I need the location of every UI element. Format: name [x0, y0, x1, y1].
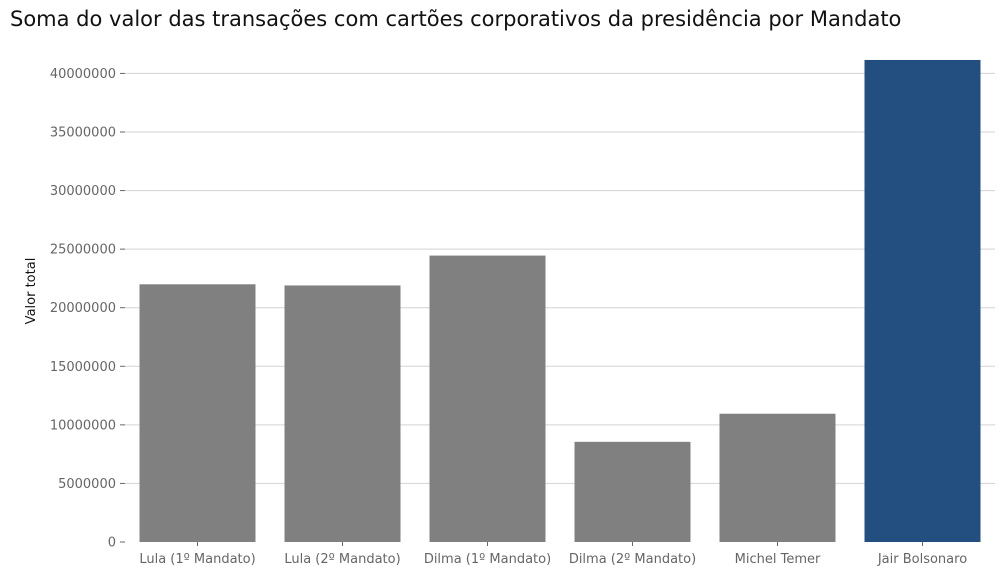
- bar-4: [719, 413, 836, 542]
- gridlines: [125, 72, 995, 484]
- y-axis-label: Valor total: [24, 258, 39, 325]
- y-tick-label: 25000000: [50, 243, 116, 258]
- y-tick-label: 35000000: [50, 126, 116, 141]
- y-tick-label: 0: [108, 536, 116, 551]
- x-tick-label: Dilma (2º Mandato): [569, 552, 696, 567]
- bars: [139, 59, 981, 543]
- x-axis-ticks: Lula (1º Mandato) Lula (2º Mandato) Dilma …: [139, 542, 967, 567]
- x-tick-label: Michel Temer: [735, 552, 821, 567]
- y-tick-label: 5000000: [58, 477, 116, 492]
- y-tick-label: 30000000: [50, 184, 116, 199]
- x-tick-label: Jair Bolsonaro: [877, 552, 967, 567]
- y-tick-label: 20000000: [50, 301, 116, 316]
- y-axis-ticks: 0 5000000 10000000 15000000 20000000 25000000…: [50, 67, 125, 551]
- x-tick-label: Lula (1º Mandato): [139, 552, 255, 567]
- y-tick-label: 40000000: [50, 67, 116, 82]
- bar-3: [574, 441, 691, 542]
- bar-0: [139, 284, 256, 542]
- bar-1: [284, 285, 401, 542]
- chart-title: Soma do valor das transações com cartões…: [10, 7, 902, 31]
- bar-5: [864, 59, 981, 542]
- bar-2: [429, 255, 546, 543]
- y-tick-label: 15000000: [50, 360, 116, 375]
- x-tick-label: Dilma (1º Mandato): [424, 552, 551, 567]
- y-tick-label: 10000000: [50, 418, 116, 433]
- x-tick-label: Lula (2º Mandato): [284, 552, 400, 567]
